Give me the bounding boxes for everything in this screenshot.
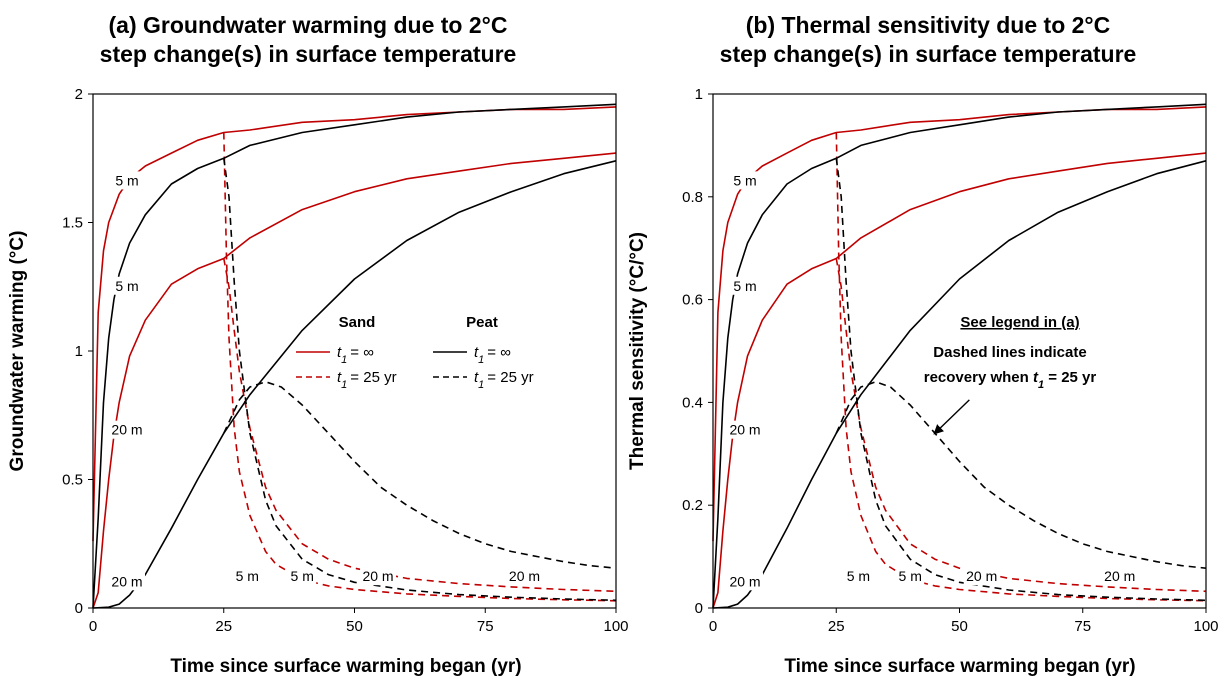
- y-tick-label: 0.4: [682, 394, 703, 411]
- x-tick-label: 0: [89, 618, 97, 635]
- annotation-arrow: [933, 399, 970, 435]
- curve-label-bg: [108, 572, 145, 591]
- curve-label: 5 m: [115, 172, 138, 188]
- panel-b-title-line2: step change(s) in surface temperature: [720, 41, 1137, 67]
- panel-a-title-line2: step change(s) in surface temperature: [100, 41, 517, 67]
- series-line-sand-20m-recovery: [223, 258, 617, 593]
- series-line-peat-20m-recovery: [835, 380, 1207, 569]
- curve-label: 20 m: [729, 422, 760, 438]
- series-line-peat-20m-sustained: [92, 160, 617, 609]
- curve-label-bg: [360, 567, 397, 586]
- curve-label: 5 m: [291, 568, 314, 584]
- curve-label: 20 m: [509, 568, 540, 584]
- legend: Sand Peat t1 = ∞ t1 = ∞ t1 = 25 yr t1 = 25 y…: [296, 314, 534, 391]
- curve-label-bg: [731, 276, 760, 295]
- x-tick-label: 50: [346, 618, 363, 635]
- legend-peat-dashed-label: t1 = 25 yr: [474, 369, 534, 391]
- panel-a-plot-frame: [92, 93, 617, 609]
- dashed-lines-note-line1: Dashed lines indicate: [933, 344, 1086, 361]
- curve-label: 20 m: [1104, 568, 1135, 584]
- legend-peat-header: Peat: [466, 314, 498, 331]
- panel-a-curve-labels: 5 m 5 m 20 m 20 m 5 m 5 m 20 m 20 m: [108, 171, 543, 591]
- curve-label: 20 m: [729, 573, 760, 589]
- curve-label-bg: [727, 572, 764, 591]
- series-line-peat-5m-sustained: [712, 103, 1207, 609]
- series-line-peat-5m-recovery: [835, 158, 1207, 602]
- panel-a-y-axis-title: Groundwater warming (°C): [7, 231, 28, 472]
- x-tick-label: 100: [1193, 618, 1218, 635]
- curve-label: 20 m: [362, 568, 393, 584]
- series-line-sand-20m-sustained: [712, 152, 1207, 609]
- series-line-peat-20m-recovery: [223, 380, 617, 569]
- panel-b-plot-frame: [712, 93, 1207, 609]
- panel-a-title-line1: (a) Groundwater warming due to 2°C: [109, 12, 508, 38]
- y-tick-label: 0.5: [62, 472, 83, 489]
- panel-b-y-axis-title: Thermal sensitivity (°C/°C): [627, 232, 648, 470]
- curve-label-bg: [727, 420, 764, 439]
- y-tick-label: 1.5: [62, 215, 83, 232]
- legend-sand-solid-label: t1 = ∞: [337, 344, 374, 366]
- panel-b-chart: (b) Thermal sensitivity due to 2°C step …: [627, 12, 1219, 677]
- panel-a-chart: (a) Groundwater warming due to 2°C step …: [7, 12, 629, 677]
- series-line-peat-5m-recovery: [223, 158, 617, 602]
- curve-label-bg: [233, 567, 262, 586]
- x-tick-label: 75: [1074, 618, 1091, 635]
- curve-label: 5 m: [733, 172, 756, 188]
- x-tick-label: 100: [603, 618, 628, 635]
- curve-label-bg: [108, 420, 145, 439]
- y-tick-label: 0: [75, 600, 83, 617]
- panel-a-x-axis-title: Time since surface warming began (yr): [170, 656, 521, 677]
- panel-b-series: [712, 103, 1207, 609]
- curve-label: 5 m: [899, 568, 922, 584]
- series-line-sand-20m-sustained: [92, 152, 617, 609]
- curve-label: 5 m: [115, 278, 138, 294]
- series-line-peat-5m-sustained: [92, 103, 617, 609]
- x-tick-label: 50: [951, 618, 968, 635]
- y-tick-label: 0.2: [682, 497, 703, 514]
- panel-b-title-line1: (b) Thermal sensitivity due to 2°C: [746, 12, 1111, 38]
- curve-label: 5 m: [236, 568, 259, 584]
- legend-sand-dashed-label: t1 = 25 yr: [337, 369, 397, 391]
- y-tick-label: 1: [75, 343, 83, 360]
- x-tick-label: 0: [709, 618, 717, 635]
- curve-label-bg: [896, 567, 925, 586]
- series-line-sand-5m-recovery: [223, 132, 617, 602]
- series-line-peat-20m-sustained: [712, 160, 1207, 609]
- panel-b-annotation: See legend in (a) Dashed lines indicate …: [924, 314, 1097, 435]
- dashed-lines-note-line2: recovery when t1 = 25 yr: [924, 369, 1097, 391]
- legend-peat-solid-label: t1 = ∞: [474, 344, 511, 366]
- curve-label-bg: [506, 567, 543, 586]
- y-tick-label: 1: [695, 86, 703, 103]
- legend-sand-header: Sand: [339, 314, 376, 331]
- curve-label-bg: [1101, 567, 1138, 586]
- series-line-sand-5m-recovery: [835, 132, 1207, 602]
- y-tick-label: 0.6: [682, 292, 703, 309]
- curve-label-bg: [288, 567, 317, 586]
- curve-label-bg: [963, 567, 1000, 586]
- see-legend-note: See legend in (a): [960, 314, 1079, 331]
- curve-label: 20 m: [966, 568, 997, 584]
- series-line-sand-20m-recovery: [835, 258, 1207, 593]
- panel-a-ticks: 0 25 50 75 100 0 0.5 1 1.5 2: [62, 86, 628, 635]
- x-tick-label: 25: [215, 618, 232, 635]
- x-tick-label: 75: [477, 618, 494, 635]
- curve-label: 5 m: [847, 568, 870, 584]
- curve-label: 20 m: [111, 573, 142, 589]
- curve-label-bg: [731, 171, 760, 190]
- curve-label: 20 m: [111, 422, 142, 438]
- y-tick-label: 0.8: [682, 189, 703, 206]
- panel-b-curve-labels: 5 m 5 m 20 m 20 m 5 m 5 m 20 m 20 m: [727, 171, 1138, 591]
- panel-b-x-axis-title: Time since surface warming began (yr): [784, 656, 1135, 677]
- curve-label-bg: [112, 171, 141, 190]
- y-tick-label: 0: [695, 600, 703, 617]
- panel-a-series: [92, 103, 617, 609]
- curve-label-bg: [844, 567, 873, 586]
- panel-b-ticks: 0 25 50 75 100 0 0.2 0.4 0.6 0.8 1: [682, 86, 1218, 635]
- curve-label-bg: [112, 276, 141, 295]
- x-tick-label: 25: [828, 618, 845, 635]
- curve-label: 5 m: [733, 278, 756, 294]
- y-tick-label: 2: [75, 86, 83, 103]
